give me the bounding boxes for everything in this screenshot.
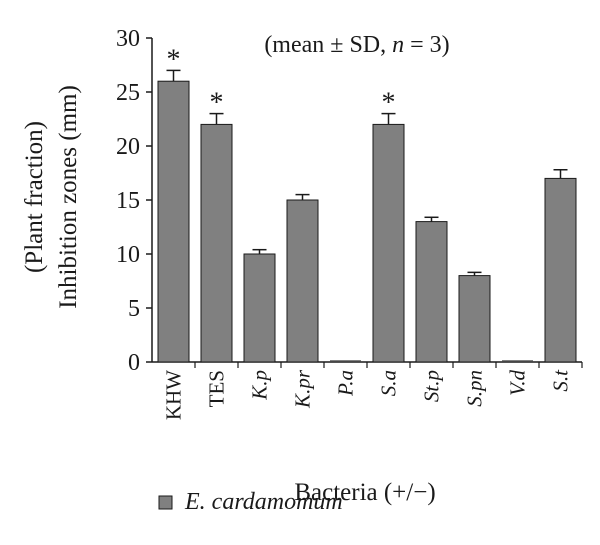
bar [415,221,448,363]
x-tick-label: K.pr [291,369,315,409]
y-axis-label-line1: (Plant fraction) [21,121,48,273]
x-tick-label: S.t [549,369,573,392]
y-tick-label: 5 [128,296,140,322]
x-tick-label: St.p [420,370,444,402]
x-tick-label: K.p [248,370,272,401]
x-axis-label: Bacteria (+/−) [294,479,435,506]
legend: E. cardamomum [158,489,343,515]
x-tick-label: S.a [377,370,401,396]
chart-annotation: (mean ± SD, n = 3) [264,32,449,58]
y-tick-label: 10 [116,242,140,268]
x-tick-label: TES [205,370,229,407]
y-tick-label: 0 [128,350,140,376]
bars-group: * * * [157,44,577,363]
bar [157,80,190,363]
bar [286,199,319,363]
y-axis-ticks: 0 5 10 15 20 25 30 [116,26,152,376]
bar [200,123,233,363]
significance-marker: * [167,44,181,75]
bar [544,177,577,363]
significance-marker: * [382,88,396,119]
bar [243,253,276,363]
significance-marker: * [210,88,224,119]
y-tick-label: 15 [116,188,140,214]
y-tick-label: 20 [116,134,140,160]
y-axis-label-line2: Inhibition zones (mm) [55,85,82,309]
x-tick-label: S.pn [463,370,487,407]
bar [372,123,405,363]
x-tick-label: P.a [334,370,358,397]
y-tick-label: 30 [116,26,140,52]
x-tick-label: V.d [506,370,530,396]
y-tick-label: 25 [116,80,140,106]
legend-swatch [158,495,173,510]
x-tick-label: KHW [162,370,186,420]
x-axis-ticks: KHW TES K.p K.pr P.a S.a St.p S.pn V.d S.t [162,362,583,420]
bar [458,275,491,363]
legend-label: E. cardamomum [184,489,343,515]
